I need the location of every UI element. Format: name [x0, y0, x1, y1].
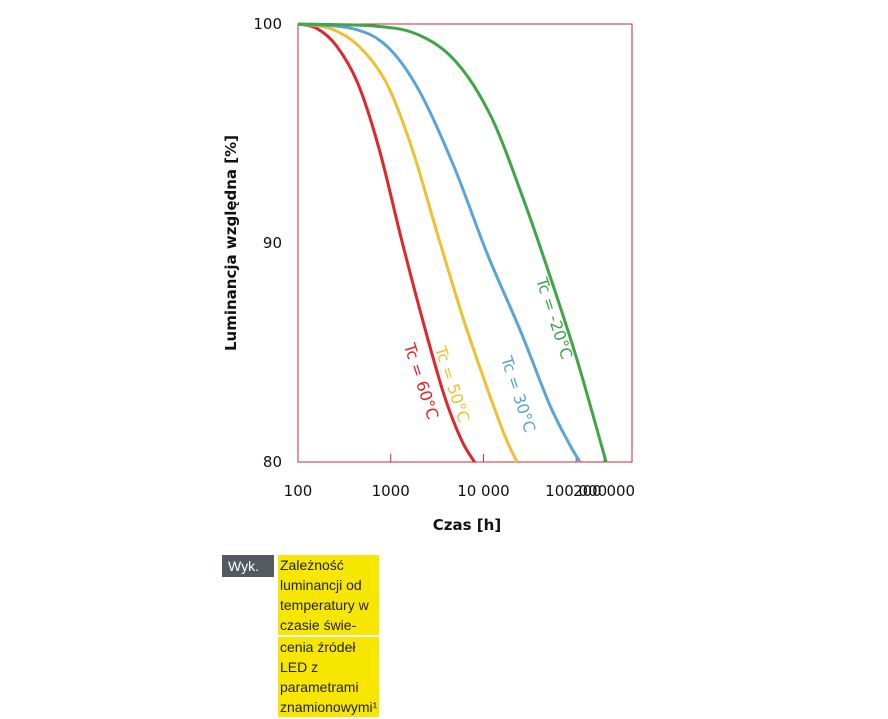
x-tick-label: 100	[284, 482, 313, 500]
series-line	[297, 22, 519, 463]
y-tick-label: 90	[263, 234, 282, 252]
y-tick-label: 100	[253, 15, 282, 33]
caption-text: Zależność luminancji od temperatury w cz…	[278, 555, 380, 719]
series-label: Tc = -20°C	[532, 274, 577, 361]
y-axis-title: Luminancja względna [%]	[222, 135, 240, 351]
x-tick-marks	[297, 454, 605, 462]
caption-line-2: cenia źródeł LED z parametrami znamionow…	[278, 637, 380, 717]
x-tick-label: 200 000	[573, 482, 635, 500]
y-tick-label: 80	[263, 453, 282, 471]
series-line	[297, 22, 608, 463]
plot-frame	[297, 23, 633, 463]
x-tick-label: 10 000	[457, 482, 510, 500]
y-tick-labels: 100 90 80	[253, 15, 282, 471]
caption-tag: Wyk. 2.	[222, 555, 274, 596]
x-axis-title: Czas [h]	[433, 516, 501, 534]
series-labels: Tc = 60°CTc = 50°C Tc = 30°CTc = -20°C	[400, 274, 577, 435]
series-group	[297, 22, 608, 463]
x-tick-label: 1000	[372, 482, 410, 500]
x-tick-label: 100 000	[545, 482, 607, 500]
caption-line-1: Zależność luminancji od temperatury w cz…	[278, 555, 380, 635]
series-line	[297, 22, 476, 463]
series-line	[297, 22, 582, 463]
